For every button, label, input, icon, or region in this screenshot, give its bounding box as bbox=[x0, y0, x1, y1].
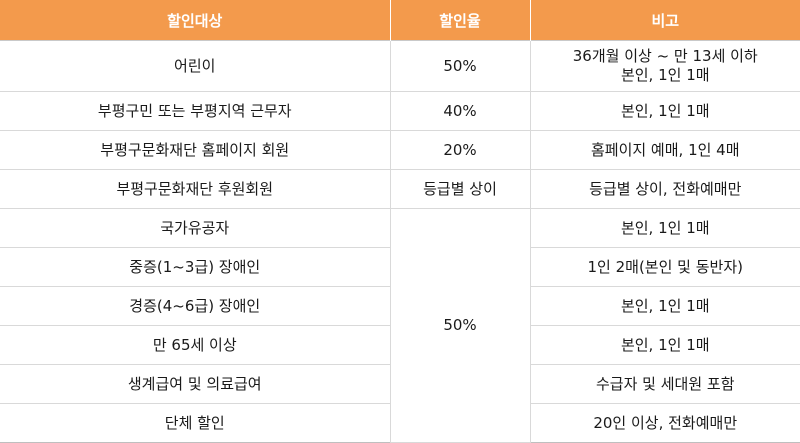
target-cell: 중증(1~3급) 장애인 bbox=[0, 247, 391, 287]
rate-cell: 등급별 상이 bbox=[389, 169, 531, 209]
note-line-1: 36개월 이상 ~ 만 13세 이하 bbox=[572, 47, 758, 65]
table-body: 어린이 50% 36개월 이상 ~ 만 13세 이하 본인, 1인 1매 부평구… bbox=[0, 40, 800, 443]
table-row: 단체 할인 20인 이상, 전화예매만 bbox=[0, 403, 800, 443]
target-cell: 부평구민 또는 부평지역 근무자 bbox=[0, 91, 391, 131]
table-row: 국가유공자 50% 본인, 1인 1매 bbox=[0, 208, 800, 443]
table-row: 중증(1~3급) 장애인 1인 2매(본인 및 동반자) bbox=[0, 247, 800, 287]
note-cell: 1인 2매(본인 및 동반자) bbox=[529, 247, 800, 287]
header-note: 비고 bbox=[529, 0, 800, 41]
rate-cell: 20% bbox=[389, 130, 531, 170]
header-row: 할인대상 할인율 비고 bbox=[0, 0, 800, 41]
note-cell: 본인, 1인 1매 bbox=[529, 91, 800, 131]
table-row: 어린이 50% 36개월 이상 ~ 만 13세 이하 본인, 1인 1매 bbox=[0, 40, 800, 92]
note-cell: 36개월 이상 ~ 만 13세 이하 본인, 1인 1매 bbox=[529, 40, 800, 92]
note-cell: 본인, 1인 1매 bbox=[529, 325, 800, 365]
note-cell: 수급자 및 세대원 포함 bbox=[529, 364, 800, 404]
table-header: 할인대상 할인율 비고 bbox=[0, 0, 800, 41]
note-cell: 등급별 상이, 전화예매만 bbox=[529, 169, 800, 209]
note-cell: 본인, 1인 1매 bbox=[529, 286, 800, 326]
note-cell: 본인, 1인 1매 bbox=[529, 208, 800, 248]
target-cell: 단체 할인 bbox=[0, 403, 391, 443]
rate-cell: 50% bbox=[389, 40, 531, 92]
table-row: 부평구민 또는 부평지역 근무자 40% 본인, 1인 1매 bbox=[0, 91, 800, 131]
rate-cell: 40% bbox=[389, 91, 531, 131]
table-row: 부평구문화재단 후원회원 등급별 상이 등급별 상이, 전화예매만 bbox=[0, 169, 800, 209]
note-cell: 20인 이상, 전화예매만 bbox=[529, 403, 800, 443]
table-row: 부평구문화재단 홈페이지 회원 20% 홈페이지 예매, 1인 4매 bbox=[0, 130, 800, 170]
merged-rate-cell: 50% bbox=[389, 208, 531, 443]
target-cell: 어린이 bbox=[0, 40, 391, 92]
target-cell: 경증(4~6급) 장애인 bbox=[0, 286, 391, 326]
note-cell: 홈페이지 예매, 1인 4매 bbox=[529, 130, 800, 170]
target-cell: 부평구문화재단 홈페이지 회원 bbox=[0, 130, 391, 170]
header-rate: 할인율 bbox=[389, 0, 531, 41]
note-line-2: 본인, 1인 1매 bbox=[620, 66, 710, 84]
target-cell: 만 65세 이상 bbox=[0, 325, 391, 365]
target-cell: 생계급여 및 의료급여 bbox=[0, 364, 391, 404]
target-cell: 국가유공자 bbox=[0, 208, 391, 248]
header-target: 할인대상 bbox=[0, 0, 391, 41]
table-row: 생계급여 및 의료급여 수급자 및 세대원 포함 bbox=[0, 364, 800, 404]
target-cell: 부평구문화재단 후원회원 bbox=[0, 169, 391, 209]
